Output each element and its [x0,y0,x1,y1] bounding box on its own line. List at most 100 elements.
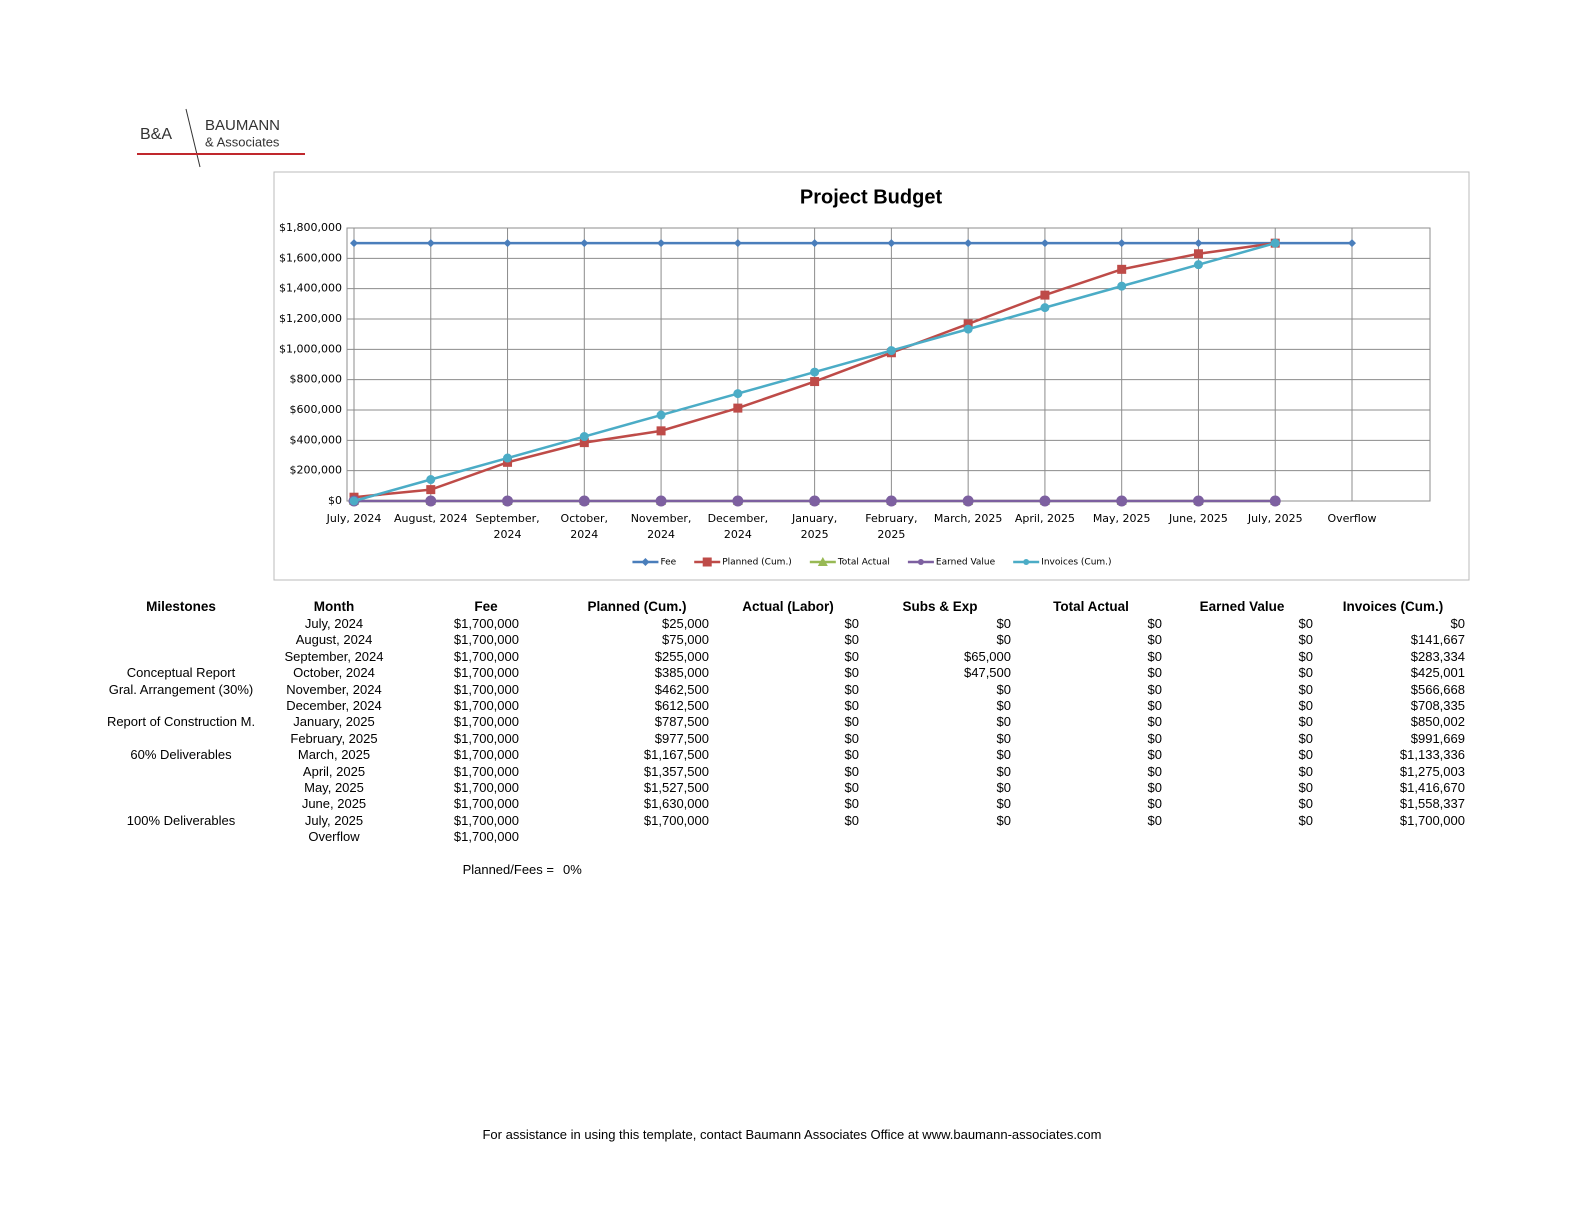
table-cell: $0 [844,616,859,631]
table-cell: $0 [1298,763,1313,779]
y-tick-label: $1,000,000 [279,342,342,355]
y-tick-label: $400,000 [290,433,343,446]
table-cell: $0 [996,763,1011,779]
table-cell: $25,000 [662,616,709,631]
table-cell: $0 [996,796,1011,812]
table-cell: $0 [996,812,1011,828]
data-point [656,410,666,420]
data-point [1117,264,1127,274]
table-cell: $1,700,000 [453,780,519,795]
x-tick-label: July, 2024 [326,512,382,525]
table-cell: September, 2024 [284,648,384,664]
table-cell: $0 [996,747,1011,763]
table-cell: $65,000 [964,648,1011,664]
milestone-cell: Conceptual Report [126,665,236,681]
table-cell: January, 2025 [293,714,375,730]
logo: B&A BAUMANN & Associates [137,108,305,168]
legend-label: Total Actual [837,558,890,568]
data-point [733,403,743,413]
data-point [963,324,973,334]
table-cell: $0 [1298,714,1313,730]
table-cell: $0 [1298,648,1313,664]
x-tick-label: May, 2025 [1092,512,1151,525]
table-cell: $0 [996,616,1011,631]
column-header: Fee [474,599,498,614]
table-cell: $0 [844,812,859,828]
x-tick-label: November, 2024 [630,512,692,541]
table-cell: $0 [996,632,1011,648]
table-cell: $0 [844,698,859,713]
table-cell: $0 [996,780,1011,795]
data-point [887,239,896,248]
x-tick-label: January, 2025 [792,512,838,541]
data-point [426,239,435,248]
legend-label: Invoices (Cum.) [1041,558,1111,568]
data-point [1040,290,1050,300]
milestone-cell: 100% Deliverables [126,812,236,828]
ratio-value: 0% [563,862,582,877]
table-cell: $1,700,000 [453,681,519,697]
table-cell: $0 [1298,730,1313,746]
table-cell: $1,700,000 [453,763,519,779]
table-cell: $850,002 [1410,714,1465,730]
table-cell: $0 [1147,616,1162,631]
data-point [886,346,896,356]
legend-item: Earned Value [907,558,996,568]
table-cell: $1,558,337 [1399,796,1465,812]
data-point [426,485,436,495]
data-point [503,239,512,248]
data-point [1192,495,1204,507]
column-header: Invoices (Cum.) [1342,599,1444,614]
data-point [810,377,820,387]
table-cell: $0 [844,747,859,763]
table-cell: $0 [996,730,1011,746]
data-point [962,495,974,507]
column-header: Subs & Exp [902,599,978,614]
data-point [964,239,973,248]
table-cell: $566,668 [1410,681,1465,697]
ratio-label: Planned/Fees = [462,862,554,877]
chart-frame [273,171,1470,581]
column-header: Total Actual [1053,599,1129,614]
table-cell: $0 [844,632,859,648]
table-cell: $0 [1298,812,1313,828]
data-point [1116,495,1128,507]
chart: Project Budget $0 $200,000 $400,000 $600,00… [273,171,1470,581]
data-point [1117,239,1126,248]
table-cell: $1,700,000 [643,812,709,828]
table-cell: $0 [844,796,859,812]
x-tick-label: June, 2025 [1168,512,1228,525]
table-cell: $0 [996,714,1011,730]
table-cell: $0 [1298,747,1313,763]
data-point [733,389,743,399]
table-cell: $462,500 [654,681,709,697]
data-point [580,239,589,248]
table-cell: $0 [1147,796,1162,812]
table-cell: June, 2025 [301,796,367,812]
table-cell: $1,700,000 [453,714,519,730]
table-cell: $0 [1450,616,1465,631]
table-cell: $283,334 [1410,648,1465,664]
data-point [579,438,589,448]
data-point [810,367,820,377]
legend-item: Invoices (Cum.) [1013,558,1112,568]
data-point [885,495,897,507]
logo-divider [185,108,201,168]
table-cell: $0 [1147,780,1162,795]
table-cell: $0 [1298,796,1313,812]
table-cell: $1,700,000 [1399,812,1465,828]
table-cell: $1,357,500 [643,763,709,779]
table-cell: $0 [1147,812,1162,828]
table-cell: $0 [1147,730,1162,746]
series [349,238,1280,506]
table-cell: December, 2024 [286,698,382,713]
x-tick-label: December, 2024 [707,512,769,541]
legend-marker [702,557,712,567]
legend-label: Fee [660,558,676,568]
table-cell: $0 [1147,632,1162,648]
table-cell: $0 [1147,681,1162,697]
x-tick-label: February, 2025 [865,512,918,541]
table-cell: $612,500 [654,698,709,713]
y-tick-label: $1,600,000 [279,251,342,264]
column-header: Milestones [146,599,216,614]
